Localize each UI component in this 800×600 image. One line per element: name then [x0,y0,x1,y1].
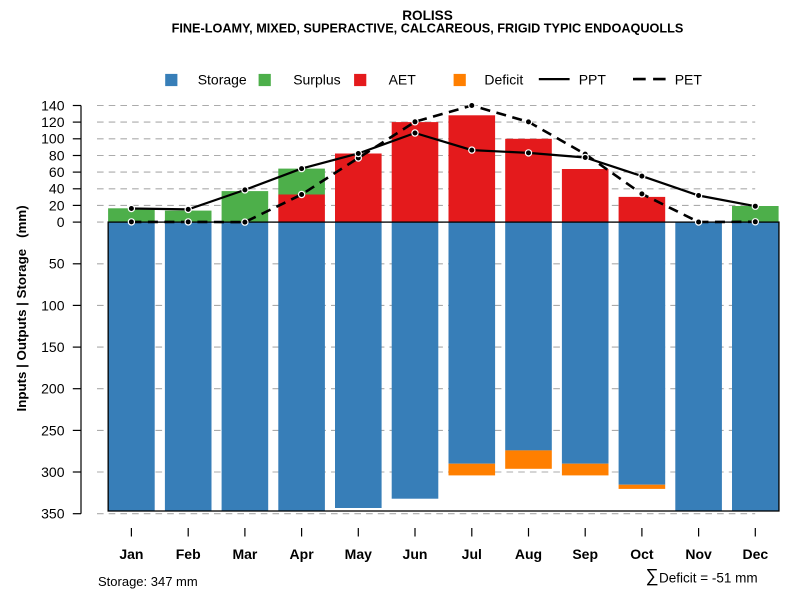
svg-text:Dec: Dec [742,546,768,562]
svg-text:Feb: Feb [176,546,201,562]
svg-text:140: 140 [41,97,65,113]
svg-text:Storage: 347 mm: Storage: 347 mm [98,574,198,589]
svg-text:300: 300 [41,464,65,480]
svg-text:Inputs | Outputs | Storage (: Inputs | Outputs | Storage (mm) [14,205,29,411]
svg-text:Surplus: Surplus [293,71,340,87]
svg-text:Sep: Sep [572,546,598,562]
svg-text:Oct: Oct [630,546,654,562]
svg-text:Jul: Jul [462,546,482,562]
svg-text:120: 120 [41,114,65,130]
svg-text:350: 350 [41,506,65,522]
svg-text:PPT: PPT [579,71,607,87]
svg-text:Nov: Nov [685,546,712,562]
svg-text:Deficit = -51 mm: Deficit = -51 mm [659,571,758,586]
svg-text:PET: PET [675,71,703,87]
svg-text:50: 50 [49,256,65,272]
svg-text:Aug: Aug [515,546,542,562]
svg-text:∑: ∑ [646,565,659,586]
svg-text:ROLISS: ROLISS [402,8,453,23]
svg-text:FINE-LOAMY, MIXED, SUPERACTIVE: FINE-LOAMY, MIXED, SUPERACTIVE, CALCAREO… [172,22,684,36]
svg-text:Jan: Jan [119,546,143,562]
svg-text:80: 80 [49,147,65,163]
svg-text:60: 60 [49,164,65,180]
svg-text:Jun: Jun [403,546,428,562]
svg-text:100: 100 [41,131,65,147]
svg-text:200: 200 [41,381,65,397]
svg-text:150: 150 [41,339,65,355]
svg-text:Mar: Mar [232,546,257,562]
svg-text:40: 40 [49,181,65,197]
svg-text:20: 20 [49,197,65,213]
svg-text:Apr: Apr [290,546,315,562]
svg-text:0: 0 [57,214,65,230]
svg-text:Deficit: Deficit [484,71,523,87]
svg-text:AET: AET [389,71,417,87]
svg-text:Storage: Storage [198,71,247,87]
svg-text:100: 100 [41,297,65,313]
svg-text:May: May [345,546,372,562]
svg-text:250: 250 [41,422,65,438]
